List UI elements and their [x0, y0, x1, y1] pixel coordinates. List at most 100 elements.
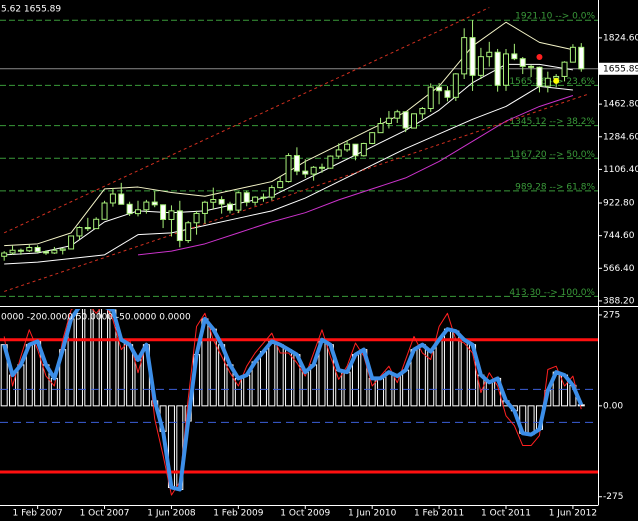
x-tick-label: 1 Feb 2007 — [12, 509, 62, 519]
candle-body — [561, 61, 568, 77]
candle-body — [411, 113, 417, 129]
candle-body — [218, 199, 225, 205]
candle-body — [344, 143, 351, 151]
candle-body — [436, 86, 443, 92]
histogram-bar — [0, 344, 8, 407]
histogram-bar — [92, 309, 100, 407]
y-tick-label: 1284.60 — [603, 132, 638, 142]
candle-body — [419, 107, 426, 115]
candle-body — [360, 142, 367, 157]
candle-body — [176, 210, 183, 242]
candle-body — [352, 143, 359, 157]
fib-label: 1345.12 --> 38.2% — [509, 117, 595, 127]
x-tick-label: 1 Jun 2012 — [549, 509, 597, 519]
candle-body — [544, 77, 551, 87]
y-tick-label: 275 — [603, 310, 620, 320]
y-tick-label: 566.40 — [603, 264, 635, 274]
candle-body — [34, 246, 41, 253]
fib-label: 1565.26 --> 23.6% — [509, 77, 595, 87]
candle-body — [260, 196, 267, 199]
candle-body — [243, 192, 250, 203]
candle-body — [486, 51, 493, 58]
candle-body — [101, 202, 108, 220]
candle-body — [268, 187, 275, 198]
x-tick-label: 1 Feb 2009 — [213, 509, 264, 519]
candle-body — [461, 37, 468, 75]
fib-label: 1921.10 --> 0.0% — [515, 12, 595, 22]
x-tick-label: 1 Oct 2011 — [481, 509, 531, 519]
y-tick-label: 1106.40 — [603, 165, 638, 175]
candle-body — [444, 90, 451, 98]
price-header: 5.62 1655.89 — [1, 5, 61, 15]
candle-body — [427, 86, 434, 109]
candle-body — [369, 132, 376, 144]
candle-body — [235, 192, 242, 211]
x-tick-label: 1 Oct 2007 — [80, 509, 130, 519]
price-panel: 1921.10 --> 0.0% 1565.26 --> 23.6% 1345.12… — [0, 7, 598, 298]
candle-body — [385, 117, 392, 125]
oscillator-line — [3, 309, 582, 496]
candle-body — [193, 212, 200, 224]
candle-body — [9, 249, 16, 254]
x-tick-label: 1 Oct 2009 — [280, 509, 330, 519]
candle-body — [519, 58, 526, 67]
candle-body — [210, 199, 217, 203]
candle-body — [528, 65, 535, 68]
candle-body — [569, 46, 576, 63]
oscillator-line — [2, 309, 584, 492]
candle-body — [143, 201, 150, 211]
candle-body — [84, 227, 91, 230]
candle-body — [494, 51, 501, 86]
candle-body — [252, 196, 259, 203]
x-tick-label: 1 Jun 2008 — [147, 509, 196, 519]
candle-body — [452, 73, 459, 98]
candle-body — [469, 37, 476, 76]
candle-body — [310, 166, 317, 175]
candle-body — [536, 66, 543, 87]
histogram-bar — [577, 404, 585, 407]
candle-body — [118, 193, 125, 205]
candle-body — [277, 181, 284, 189]
candle-body — [160, 204, 167, 220]
y-tick-label: 0.00 — [603, 401, 623, 411]
candle-body — [578, 46, 585, 70]
y-tick-label: 1462.80 — [603, 100, 638, 110]
candle-body — [293, 155, 300, 172]
overlay-line — [4, 85, 573, 265]
y-tick-label: 744.60 — [603, 231, 635, 241]
candle-body — [335, 149, 342, 157]
candle-body — [51, 249, 58, 254]
price-box — [599, 62, 638, 75]
candle-body — [109, 193, 116, 204]
oscillator-panel — [0, 309, 598, 496]
oscillator-header: 0000 -200.0000 50.0000 -50.0000 0.0000 — [1, 313, 191, 323]
candle-body — [26, 246, 33, 252]
fib-label: 1167.20 --> 50.0% — [509, 150, 595, 160]
y-tick-label: -275 — [603, 492, 623, 502]
price-box-label: 1655.89 — [603, 64, 638, 74]
x-tick-label: 1 Jun 2010 — [348, 509, 397, 519]
candle-body — [76, 227, 83, 237]
x-tick-label: 1 Feb 2011 — [414, 509, 464, 519]
candle-body — [59, 248, 66, 251]
marker — [536, 54, 543, 61]
candle-body — [327, 155, 334, 169]
candle-body — [68, 235, 75, 250]
candle-body — [285, 155, 292, 183]
candle-body — [377, 123, 384, 134]
histogram-bar — [101, 309, 109, 407]
y-tick-label: 1824.60 — [603, 33, 638, 43]
candle-body — [477, 56, 484, 76]
y-tick-label: 388.20 — [603, 296, 635, 306]
candle-body — [43, 251, 49, 254]
candle-body — [503, 53, 509, 86]
y-tick-label: 922.80 — [603, 199, 635, 209]
candle-body — [151, 201, 158, 206]
candle-body — [126, 203, 133, 215]
candle-body — [93, 218, 100, 230]
candle-body — [135, 209, 141, 215]
candle-body — [168, 210, 175, 220]
